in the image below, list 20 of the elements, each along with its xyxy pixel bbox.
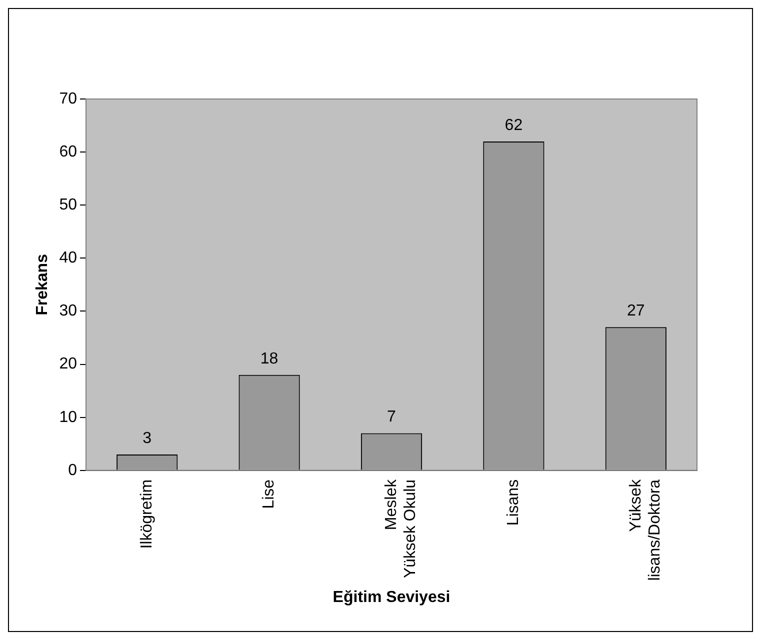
y-tick-label: 50 [59,196,78,214]
x-tick-label: Lisans [505,479,522,526]
x-tick-label: Yüksek lisans/Doktora [627,478,664,581]
x-axis-title: Eğitim Seviyesi [332,588,450,606]
y-tick-label: 60 [59,143,78,160]
y-tick-label: 0 [68,462,78,479]
y-tick-label: 40 [59,250,78,267]
data-label: 18 [260,350,278,368]
y-tick-label: 70 [59,90,78,108]
x-tick-label: Lise [260,479,278,509]
x-tick-label: Meslek Yüksek Okulu [382,478,420,578]
data-label: 62 [504,116,523,134]
data-label: 27 [627,302,645,320]
y-tick-label: 20 [59,356,78,373]
data-label: 7 [387,408,396,426]
x-tick-label: Ilkögretim [138,479,156,549]
y-axis-title: Frekans [34,254,52,316]
y-tick-label: 30 [59,302,78,320]
data-label: 3 [142,430,152,447]
y-tick-label: 10 [59,408,78,426]
